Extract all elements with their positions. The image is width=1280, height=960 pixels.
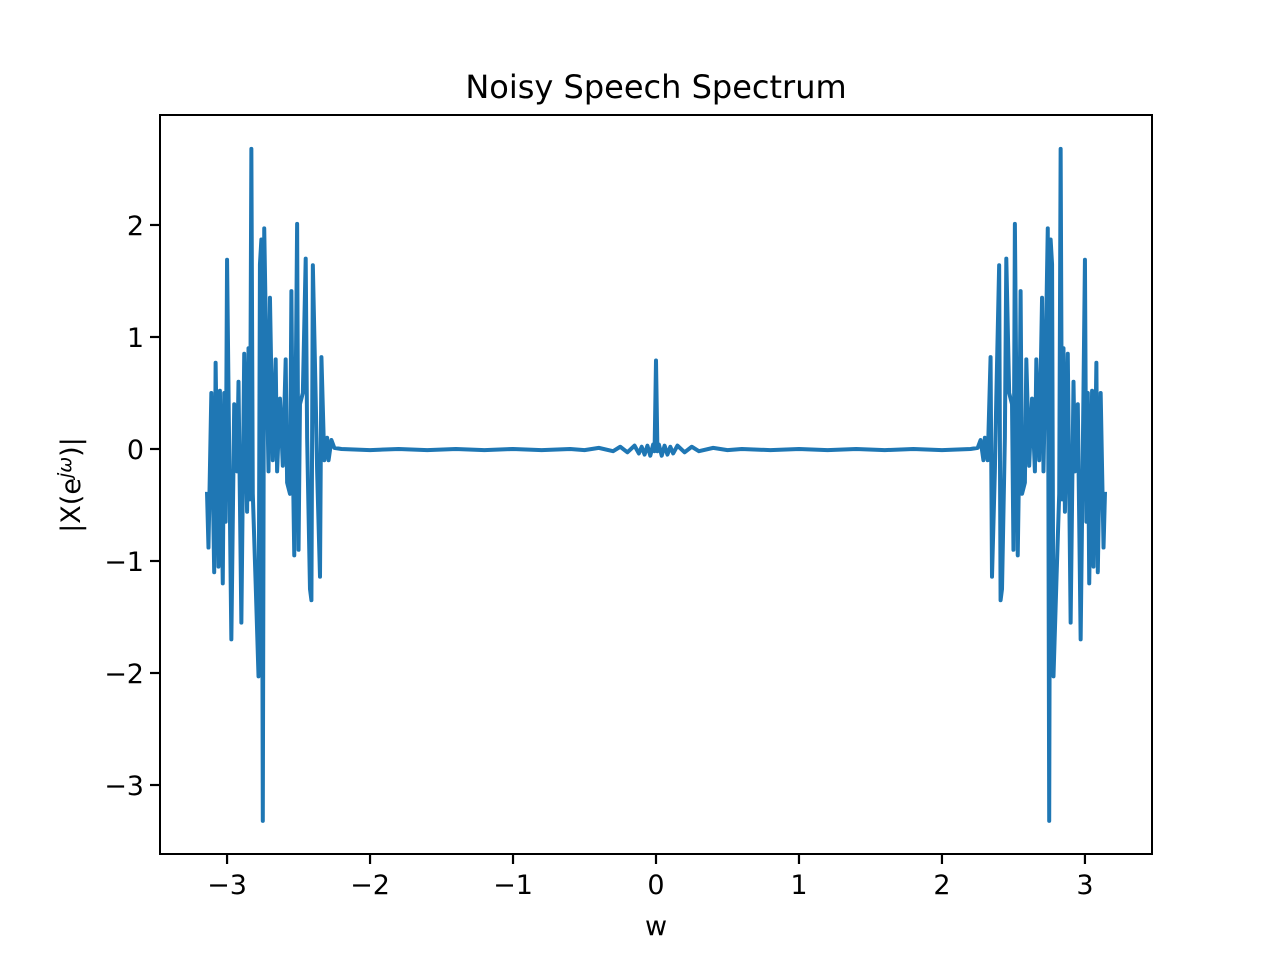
x-tick-label: 3 — [1076, 870, 1093, 901]
y-tick-label: −2 — [104, 659, 144, 690]
y-tick-label: −1 — [104, 547, 144, 578]
x-tick-label: −1 — [493, 870, 533, 901]
x-tick-label: −3 — [207, 870, 247, 901]
y-axis-label: |X(ejω)| — [54, 437, 87, 533]
y-label-end: )| — [56, 437, 87, 457]
x-tick-label: 1 — [790, 870, 807, 901]
x-tick-label: −2 — [350, 870, 390, 901]
x-axis-label: w — [645, 911, 667, 942]
x-tick-label: 0 — [647, 870, 664, 901]
x-tick-label: 2 — [933, 870, 950, 901]
y-tick-label: 1 — [127, 323, 144, 354]
y-label-sup: jω — [54, 457, 76, 481]
plot-area — [204, 146, 1108, 823]
y-tick-label: −3 — [104, 771, 144, 802]
y-label-base: |X(e — [56, 478, 87, 533]
chart-title: Noisy Speech Spectrum — [465, 68, 846, 106]
data-line — [204, 146, 1108, 823]
y-tick-label: 2 — [127, 211, 144, 242]
y-tick-label: 0 — [127, 435, 144, 466]
